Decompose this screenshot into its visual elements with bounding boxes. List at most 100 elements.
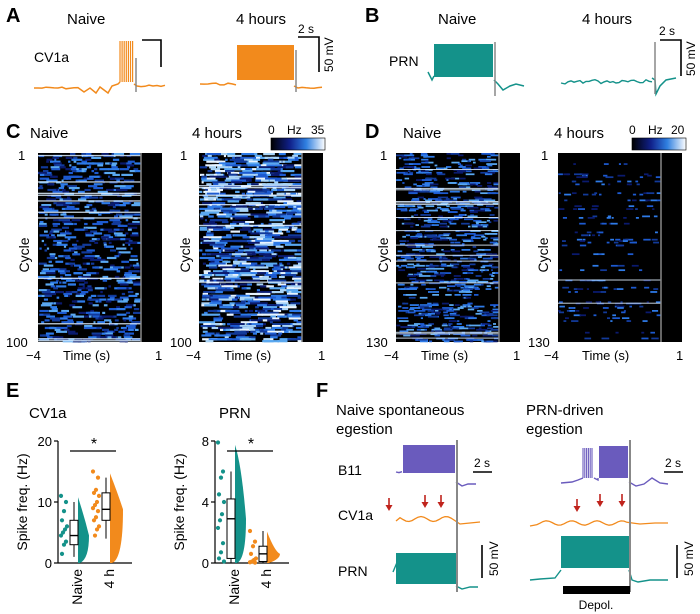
data-point [92, 502, 98, 508]
raster-cell [243, 177, 247, 180]
raster-cell [50, 317, 61, 320]
raster-cell [401, 155, 408, 158]
raster-cell [199, 190, 203, 193]
raster-cell [242, 326, 254, 330]
raster-cell [436, 253, 445, 256]
raster-cell [438, 215, 443, 218]
raster-cell [421, 161, 429, 164]
raster-cell [268, 198, 282, 201]
raster-cell [292, 313, 302, 316]
raster-cell [127, 291, 134, 294]
raster-cell [76, 239, 79, 243]
raster-cell [437, 167, 444, 170]
raster-cell [485, 288, 492, 290]
raster-cell [429, 264, 439, 267]
raster-cell [206, 177, 216, 180]
raster-cell [469, 209, 475, 212]
raster-cell [430, 186, 438, 189]
raster-cell [211, 238, 222, 241]
raster-cell [214, 173, 217, 176]
raster-cell [94, 287, 105, 290]
raster-d-4h-ytop: 1 [541, 148, 548, 163]
raster-cell [228, 183, 232, 186]
raster-cell [209, 243, 225, 246]
raster-cell [87, 177, 94, 180]
raster-cell [219, 192, 226, 195]
raster-cell [277, 340, 288, 343]
raster-c-naive-xlabel: Time (s) [63, 348, 110, 363]
raster-cell [97, 256, 102, 260]
raster-cell [73, 245, 85, 248]
raster-cell [270, 213, 287, 216]
raster-cell [200, 173, 205, 176]
raster-cell [102, 328, 109, 331]
raster-cell [111, 166, 118, 169]
raster-cell [246, 168, 250, 171]
raster-cell [261, 313, 275, 316]
raster-cell [278, 153, 286, 156]
raster-cell [102, 275, 109, 279]
raster-cell [201, 275, 205, 279]
raster-cell [491, 269, 493, 272]
raster-cell [475, 221, 487, 224]
prn-naive-burst [434, 44, 493, 77]
raster-cell [263, 255, 277, 258]
raster-cell [63, 245, 67, 248]
raster-cell [620, 301, 623, 304]
raster-cell [78, 198, 87, 201]
raster-cell [208, 283, 221, 286]
raster-cell [98, 300, 102, 303]
raster-cell [210, 296, 229, 299]
raster-cell [586, 231, 592, 234]
raster-cell [453, 215, 463, 218]
raster-cell [434, 334, 441, 337]
raster-cell [212, 202, 226, 205]
raster-cell [40, 272, 46, 275]
raster-cell [39, 309, 49, 313]
raster-cell [128, 319, 133, 322]
raster-cell [90, 294, 97, 297]
raster-cell [130, 179, 135, 182]
raster-cell [246, 162, 260, 165]
raster-cell [406, 253, 416, 256]
data-point [91, 490, 97, 495]
raster-cell [269, 287, 286, 290]
panel-letter-e: E [6, 380, 19, 402]
raster-cell [484, 340, 494, 343]
raster-cell [422, 185, 425, 187]
raster-cell [239, 272, 256, 275]
raster-cell [203, 190, 221, 193]
raster-cell [260, 156, 269, 159]
raster-cell [250, 213, 269, 216]
raster-cell [592, 215, 598, 218]
raster-cell [204, 304, 217, 307]
raster-cell [398, 269, 406, 272]
raster-cell [294, 253, 302, 256]
raster-cell [641, 331, 645, 334]
raster-cell [591, 193, 597, 196]
raster-bright-row [396, 244, 499, 246]
raster-cell [53, 202, 57, 205]
data-point [90, 506, 96, 511]
raster-cell [53, 162, 62, 165]
raster-cell [600, 291, 607, 293]
raster-cell [639, 193, 644, 196]
raster-cell [279, 173, 286, 176]
raster-cell [280, 328, 286, 331]
raster-cell [117, 336, 122, 339]
raster-cell [89, 196, 99, 199]
raster-cell [472, 339, 484, 341]
cv1a-event-arrow-head [385, 505, 393, 511]
raster-cell [209, 175, 228, 178]
raster-cell [94, 179, 103, 182]
raster-cell [278, 275, 285, 279]
raster-cell [39, 234, 49, 237]
raster-cell [583, 174, 586, 177]
raster-cell [249, 266, 269, 269]
raster-cell [126, 311, 130, 314]
raster-cell [617, 180, 622, 183]
raster-cell [226, 306, 233, 309]
panel-a-scale-bar [298, 36, 320, 72]
raster-cell [101, 153, 109, 156]
raster-cell [418, 305, 429, 308]
